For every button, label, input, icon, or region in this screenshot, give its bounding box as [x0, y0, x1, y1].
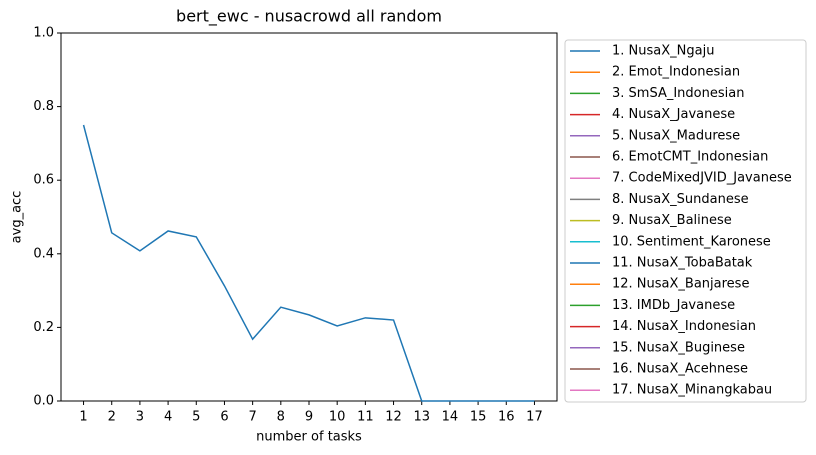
- x-tick-label: 14: [442, 410, 459, 425]
- y-tick-label: 0.6: [33, 173, 54, 188]
- legend-label: 16. NusaX_Acehnese: [612, 362, 748, 377]
- legend-label: 4. NusaX_Javanese: [612, 107, 735, 122]
- legend-label: 3. SmSA_Indonesian: [612, 86, 744, 101]
- x-tick-label: 7: [248, 410, 256, 425]
- x-tick-label: 12: [385, 410, 402, 425]
- legend-label: 5. NusaX_Madurese: [612, 128, 740, 143]
- legend-label: 11. NusaX_TobaBatak: [612, 256, 753, 271]
- x-tick-label: 9: [305, 410, 313, 425]
- y-axis-label: avg_acc: [10, 191, 25, 244]
- legend-label: 15. NusaX_Buginese: [612, 340, 745, 355]
- x-tick-label: 10: [329, 410, 346, 425]
- x-tick-label: 3: [136, 410, 144, 425]
- x-tick-label: 6: [220, 410, 228, 425]
- y-tick-label: 0.2: [33, 320, 54, 335]
- x-tick-label: 15: [470, 410, 487, 425]
- legend-label: 7. CodeMixedJVID_Javanese: [612, 171, 792, 186]
- legend-label: 13. IMDb_Javanese: [612, 298, 735, 313]
- x-tick-label: 16: [498, 410, 515, 425]
- chart-title: bert_ewc - nusacrowd all random: [176, 7, 442, 27]
- legend-label: 6. EmotCMT_Indonesian: [612, 150, 768, 165]
- y-tick-label: 0.8: [33, 99, 54, 114]
- x-tick-label: 17: [526, 410, 543, 425]
- legend-label: 8. NusaX_Sundanese: [612, 192, 749, 207]
- legend-label: 17. NusaX_Minangkabau: [612, 383, 772, 398]
- legend-box: [564, 39, 807, 403]
- legend-label: 10. Sentiment_Karonese: [612, 234, 771, 249]
- series-line: [82, 124, 535, 402]
- x-tick-label: 5: [192, 410, 200, 425]
- x-tick-label: 4: [164, 410, 172, 425]
- legend-label: 1. NusaX_Ngaju: [612, 44, 714, 59]
- y-tick-label: 0.4: [33, 246, 54, 261]
- legend-label: 12. NusaX_Banjarese: [612, 277, 749, 292]
- plot-frame: [60, 32, 558, 402]
- legend-label: 2. Emot_Indonesian: [612, 65, 740, 80]
- y-tick-label: 0.0: [33, 394, 54, 409]
- x-tick-label: 13: [413, 410, 430, 425]
- x-axis-label: number of tasks: [256, 430, 362, 445]
- x-tick-label: 2: [108, 410, 116, 425]
- x-tick-label: 8: [277, 410, 285, 425]
- legend-label: 9. NusaX_Balinese: [612, 213, 732, 228]
- y-tick-label: 1.0: [33, 26, 54, 41]
- legend-label: 14. NusaX_Indonesian: [612, 319, 756, 334]
- x-tick-label: 11: [357, 410, 374, 425]
- x-tick-label: 1: [79, 410, 87, 425]
